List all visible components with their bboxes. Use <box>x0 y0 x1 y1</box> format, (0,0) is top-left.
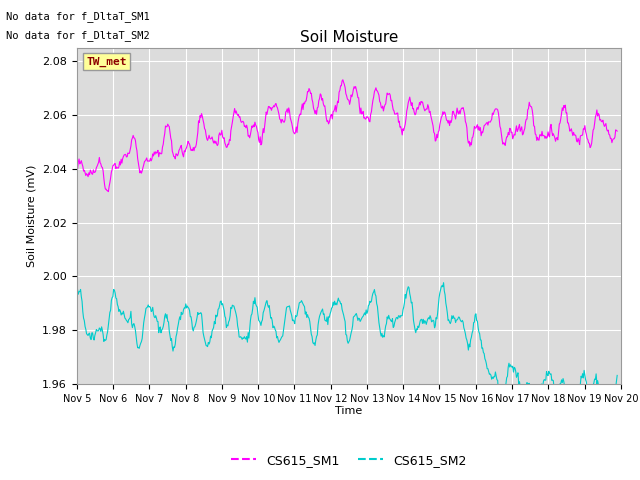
CS615_SM2 <box>83 331 90 336</box>
CS615_SM2 <box>222 315 230 321</box>
Line: CS615_SM1: CS615_SM1 <box>77 80 617 192</box>
CS615_SM1 <box>430 130 438 135</box>
CS615_SM2 <box>440 280 447 286</box>
Text: No data for f_DltaT_SM1: No data for f_DltaT_SM1 <box>6 11 150 22</box>
Text: TW_met: TW_met <box>86 57 127 67</box>
Text: No data for f_DltaT_SM2: No data for f_DltaT_SM2 <box>6 30 150 41</box>
CS615_SM2 <box>613 372 621 378</box>
CS615_SM1 <box>194 130 202 135</box>
CS615_SM2 <box>138 336 146 341</box>
CS615_SM2 <box>73 293 81 299</box>
CS615_SM1 <box>339 77 347 83</box>
CS615_SM2 <box>531 417 539 422</box>
Legend: CS615_SM1, CS615_SM2: CS615_SM1, CS615_SM2 <box>226 449 472 472</box>
Line: CS615_SM2: CS615_SM2 <box>77 283 617 420</box>
CS615_SM1 <box>73 168 81 173</box>
CS615_SM2 <box>428 318 436 324</box>
X-axis label: Time: Time <box>335 407 362 417</box>
CS615_SM1 <box>83 171 90 177</box>
CS615_SM2 <box>193 314 201 320</box>
Title: Soil Moisture: Soil Moisture <box>300 30 398 46</box>
Y-axis label: Soil Moisture (mV): Soil Moisture (mV) <box>27 165 36 267</box>
CS615_SM1 <box>104 189 112 194</box>
CS615_SM2 <box>413 326 420 332</box>
CS615_SM1 <box>414 107 422 112</box>
CS615_SM1 <box>139 165 147 170</box>
CS615_SM1 <box>613 128 621 134</box>
CS615_SM1 <box>223 144 230 150</box>
